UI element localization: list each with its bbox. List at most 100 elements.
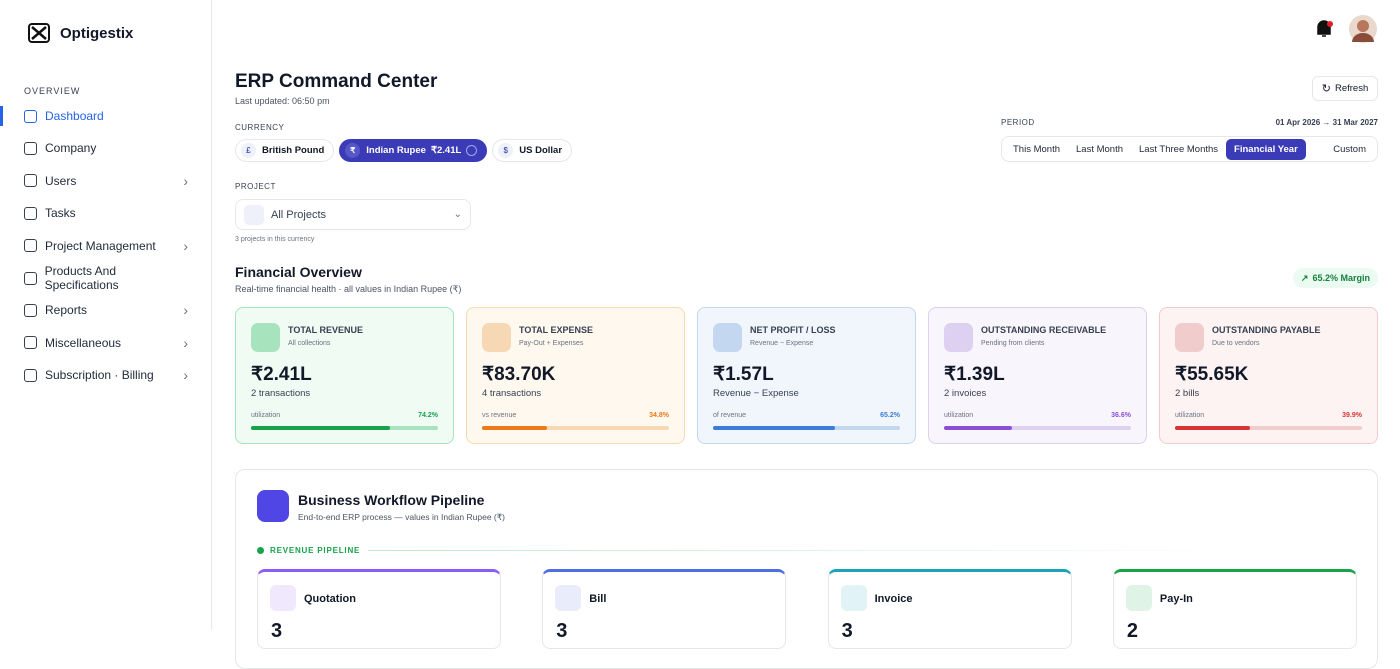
progress-track bbox=[713, 426, 900, 430]
progress-fill bbox=[1175, 426, 1250, 430]
kpi-value: ₹55.65K bbox=[1175, 364, 1249, 385]
kpi-count: Revenue − Expense bbox=[713, 388, 799, 399]
currency-symbol: ₹ bbox=[345, 143, 361, 158]
currency-chip[interactable]: ₹ Indian Rupee ₹2.41L bbox=[339, 139, 488, 162]
nav-item[interactable]: Users › bbox=[24, 171, 188, 191]
progress-fill bbox=[251, 426, 390, 430]
kpi-count: 4 transactions bbox=[482, 388, 542, 399]
nav-label: Tasks bbox=[45, 206, 76, 221]
margin-text: 65.2% Margin bbox=[1312, 273, 1370, 283]
period-option[interactable]: Last Month bbox=[1076, 143, 1123, 155]
kpi-title: OUTSTANDING RECEIVABLE bbox=[981, 325, 1107, 335]
kpi-card: TOTAL REVENUE All collections ₹2.41L 2 tran… bbox=[235, 307, 454, 444]
currency-selector: £ British Pound ₹ Indian Rupee ₹2.41L $ US Dol… bbox=[235, 139, 577, 162]
kpi-metric-value: 65.2% bbox=[880, 412, 900, 419]
stage-icon bbox=[840, 585, 867, 611]
currency-label: CURRENCY bbox=[235, 123, 285, 132]
currency-symbol: £ bbox=[241, 143, 256, 158]
currency-chip[interactable]: £ British Pound bbox=[235, 139, 335, 162]
nav-chevron: › bbox=[183, 334, 188, 351]
kpi-metric-label: of revenue bbox=[713, 412, 747, 419]
stage-count: 2 bbox=[1126, 620, 1139, 642]
nav-section: OVERVIEW bbox=[24, 86, 81, 96]
check-icon bbox=[466, 145, 478, 156]
refresh-label: Refresh bbox=[1334, 83, 1369, 94]
project-value: All Projects bbox=[271, 208, 327, 221]
nav-item[interactable]: Subscription · Billing › bbox=[24, 365, 188, 385]
progress-fill bbox=[944, 426, 1013, 430]
kpi-count: 2 transactions bbox=[251, 388, 311, 399]
currency-symbol: $ bbox=[498, 143, 514, 158]
currency-amount: ₹2.41L bbox=[430, 145, 462, 156]
pipeline-stage[interactable]: Bill 3 bbox=[542, 569, 787, 649]
pipeline-section: REVENUE PIPELINE bbox=[270, 546, 361, 555]
refresh-button[interactable]: ↻ Refresh bbox=[1312, 76, 1378, 101]
nav-label: Products And Specifications bbox=[44, 264, 119, 292]
currency-name: US Dollar bbox=[519, 145, 563, 156]
kpi-title: TOTAL EXPENSE bbox=[519, 325, 594, 335]
project-dropdown[interactable]: All Projects ⌄ bbox=[235, 199, 471, 230]
nav-label: Company bbox=[45, 141, 97, 156]
project-icon bbox=[244, 204, 264, 225]
progress-track bbox=[1175, 426, 1362, 430]
kpi-metric-label: vs revenue bbox=[482, 412, 517, 419]
currency-chip[interactable]: $ US Dollar bbox=[492, 139, 573, 162]
nav-item[interactable]: Reports › bbox=[24, 300, 188, 320]
kpi-icon bbox=[251, 323, 280, 352]
nav-icon bbox=[24, 141, 37, 155]
kpi-icon bbox=[713, 323, 742, 352]
nav-item[interactable]: Tasks bbox=[24, 203, 188, 223]
progress-track bbox=[482, 426, 669, 430]
kpi-subtitle: Revenue − Expense bbox=[750, 340, 814, 347]
nav-item[interactable]: Company bbox=[24, 138, 188, 158]
notification-bell[interactable] bbox=[1312, 16, 1336, 42]
kpi-metric-value: 39.9% bbox=[1342, 412, 1362, 419]
nav-icon bbox=[24, 303, 37, 317]
period-range: 01 Apr 2026 → 31 Mar 2027 bbox=[1275, 118, 1378, 127]
nav-icon bbox=[24, 368, 37, 382]
nav-icon bbox=[24, 206, 37, 220]
stage-icon bbox=[555, 585, 582, 611]
nav-chevron: › bbox=[183, 367, 188, 384]
stage-count: 3 bbox=[556, 620, 568, 642]
nav-icon bbox=[24, 336, 37, 350]
pipeline-title: Business Workflow Pipeline bbox=[298, 492, 485, 508]
pipeline-stage[interactable]: Invoice 3 bbox=[827, 569, 1072, 649]
user-avatar[interactable] bbox=[1348, 14, 1378, 44]
pipeline-stage[interactable]: Pay-In 2 bbox=[1112, 569, 1357, 649]
kpi-count: 2 bills bbox=[1175, 388, 1200, 399]
kpi-title: TOTAL REVENUE bbox=[288, 325, 364, 335]
period-option[interactable]: Last Three Months bbox=[1139, 143, 1219, 155]
nav-chevron: › bbox=[183, 172, 188, 189]
nav-item[interactable]: Miscellaneous › bbox=[24, 333, 188, 353]
stage-count: 3 bbox=[271, 620, 283, 642]
nav-label: Project Management bbox=[45, 238, 156, 253]
kpi-subtitle: All collections bbox=[288, 340, 331, 347]
project-note: 3 projects in this currency bbox=[235, 236, 315, 243]
period-option[interactable]: Financial Year bbox=[1226, 138, 1306, 160]
currency-name: British Pound bbox=[262, 145, 325, 156]
kpi-metric-label: utilization bbox=[251, 412, 281, 419]
stage-name: Pay-In bbox=[1159, 593, 1193, 605]
kpi-count: 2 invoices bbox=[944, 388, 987, 399]
nav-item[interactable]: Dashboard bbox=[24, 106, 188, 126]
pipeline-stage[interactable]: Quotation 3 bbox=[257, 569, 501, 649]
nav-label: Subscription · Billing bbox=[45, 368, 154, 383]
kpi-metric-label: utilization bbox=[944, 412, 974, 419]
period-option[interactable]: This Month bbox=[1013, 143, 1060, 155]
nav-icon bbox=[24, 174, 37, 188]
margin-badge: ↗ 65.2% Margin bbox=[1292, 268, 1378, 288]
nav-label: Miscellaneous bbox=[45, 335, 122, 350]
nav-icon bbox=[24, 271, 37, 285]
stage-name: Quotation bbox=[304, 593, 356, 605]
period-selector: This Month Last Month Last Three Months Fin… bbox=[1001, 136, 1378, 162]
nav-item[interactable]: Project Management › bbox=[24, 236, 188, 256]
kpi-icon bbox=[1175, 323, 1204, 352]
kpi-card: TOTAL EXPENSE Pay-Out + Expenses ₹83.70K 4 … bbox=[466, 307, 685, 444]
nav-item[interactable]: Products And Specifications bbox=[24, 264, 188, 292]
kpi-subtitle: Pay-Out + Expenses bbox=[519, 340, 584, 347]
period-option[interactable]: Custom bbox=[1333, 143, 1366, 155]
nav-icon bbox=[24, 109, 37, 123]
kpi-icon bbox=[482, 323, 511, 352]
progress-fill bbox=[482, 426, 548, 430]
